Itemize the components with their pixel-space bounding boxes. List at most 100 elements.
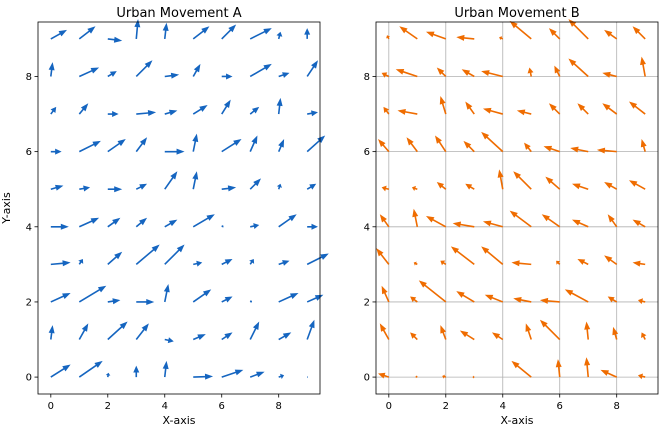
plot-frame — [375, 21, 659, 395]
y-tick-label: 2 — [364, 297, 370, 308]
vector-arrow — [607, 296, 618, 303]
vector-arrow — [278, 373, 285, 379]
vector-arrow — [482, 107, 503, 115]
vector-arrow — [135, 323, 149, 341]
x-tick-label: 6 — [557, 401, 563, 412]
vector-arrow — [50, 223, 69, 230]
vector-arrow — [78, 360, 103, 378]
vector-arrow — [249, 371, 265, 378]
vector-arrow — [637, 298, 646, 305]
vector-arrow — [135, 244, 160, 265]
vector-arrow — [440, 325, 447, 340]
vector-arrow — [415, 375, 418, 379]
vector-arrow — [221, 99, 231, 115]
vector-arrow — [381, 185, 390, 192]
vector-arrow — [50, 29, 68, 40]
vector-arrow — [162, 360, 169, 378]
y-tick-label: 6 — [26, 147, 32, 158]
vector-arrow — [604, 29, 618, 40]
vector-arrow — [164, 109, 178, 116]
vector-arrow — [164, 72, 180, 79]
chart-panel-urban-movement-b: 0 2 4 6 8 0 2 4 6 8 Urban Movement B X-axis — [364, 6, 659, 427]
vector-arrow — [50, 106, 57, 115]
chart-title: Urban Movement B — [454, 6, 579, 21]
vector-arrow — [107, 186, 123, 193]
vector-arrow — [465, 101, 475, 115]
chart-title: Urban Movement A — [116, 6, 241, 21]
grid-lines — [376, 22, 658, 394]
vector-arrow — [612, 326, 619, 340]
vector-arrow — [221, 139, 242, 153]
vector-arrow — [386, 35, 391, 40]
vector-arrow — [516, 109, 532, 116]
vector-arrow — [78, 323, 89, 340]
vector-arrow — [511, 360, 532, 378]
vector-arrow — [434, 135, 447, 153]
vector-arrow — [395, 68, 418, 78]
vector-arrow — [570, 146, 589, 153]
vector-arrow — [465, 183, 475, 190]
vector-arrow — [399, 26, 418, 40]
vector-arrow — [221, 185, 237, 192]
vector-arrow — [193, 373, 214, 380]
x-tick-label: 8 — [276, 401, 282, 412]
vector-arrow — [306, 135, 326, 153]
y-tick-label: 8 — [364, 72, 370, 83]
vector-arrow — [78, 26, 96, 40]
vector-arrow — [249, 300, 253, 303]
vector-arrow — [107, 321, 128, 341]
vector-arrow — [436, 182, 447, 190]
vector-arrow — [276, 183, 282, 190]
vector-arrow — [50, 364, 71, 378]
vector-arrow — [107, 111, 119, 118]
vector-arrow — [459, 330, 475, 341]
vector-arrow — [249, 106, 260, 115]
vector-arrow — [306, 60, 318, 77]
vector-arrow — [136, 110, 157, 116]
vector-arrow — [602, 103, 618, 115]
vector-arrow — [107, 251, 123, 265]
vector-arrow — [192, 214, 215, 228]
vector-arrow — [381, 285, 390, 303]
vector-arrow — [50, 184, 64, 191]
vector-arrow — [221, 296, 233, 303]
vector-arrow — [193, 260, 203, 267]
vector-arrow — [221, 73, 233, 80]
vector-arrow — [79, 185, 91, 192]
vector-arrow — [162, 22, 169, 39]
vector-arrow — [509, 210, 532, 228]
vector-arrow — [607, 214, 618, 228]
vector-arrow — [192, 171, 199, 190]
vector-arrow — [107, 217, 121, 228]
vector-arrow — [249, 178, 262, 190]
vector-arrow — [383, 106, 390, 115]
vector-arrow — [461, 69, 475, 78]
vector-field — [376, 19, 647, 380]
vector-arrow — [192, 133, 199, 152]
vector-arrow — [596, 147, 617, 154]
vector-arrow — [412, 208, 419, 227]
vector-arrow — [568, 19, 589, 40]
vector-arrow — [50, 148, 62, 155]
vector-arrow — [379, 214, 390, 228]
vector-arrow — [50, 260, 71, 267]
x-tick-label: 6 — [219, 401, 225, 412]
vector-arrow — [602, 71, 617, 78]
x-axis-label: X-axis — [501, 414, 534, 427]
vector-arrow — [406, 137, 418, 153]
vector-arrow — [637, 373, 646, 380]
vector-arrow — [192, 63, 201, 77]
vector-arrow — [513, 296, 532, 303]
x-tick-label: 0 — [386, 401, 392, 412]
y-tick-label: 4 — [26, 222, 32, 233]
vector-arrow — [78, 285, 107, 303]
vector-arrow — [278, 332, 292, 341]
x-tick-label: 4 — [162, 401, 168, 412]
x-tick-label: 2 — [443, 401, 449, 412]
y-tick-label: 4 — [364, 222, 370, 233]
vector-arrow — [164, 171, 178, 190]
vector-arrow — [277, 139, 285, 152]
vector-arrow — [78, 67, 100, 78]
vector-arrow — [418, 280, 447, 303]
vector-arrow — [584, 321, 591, 340]
